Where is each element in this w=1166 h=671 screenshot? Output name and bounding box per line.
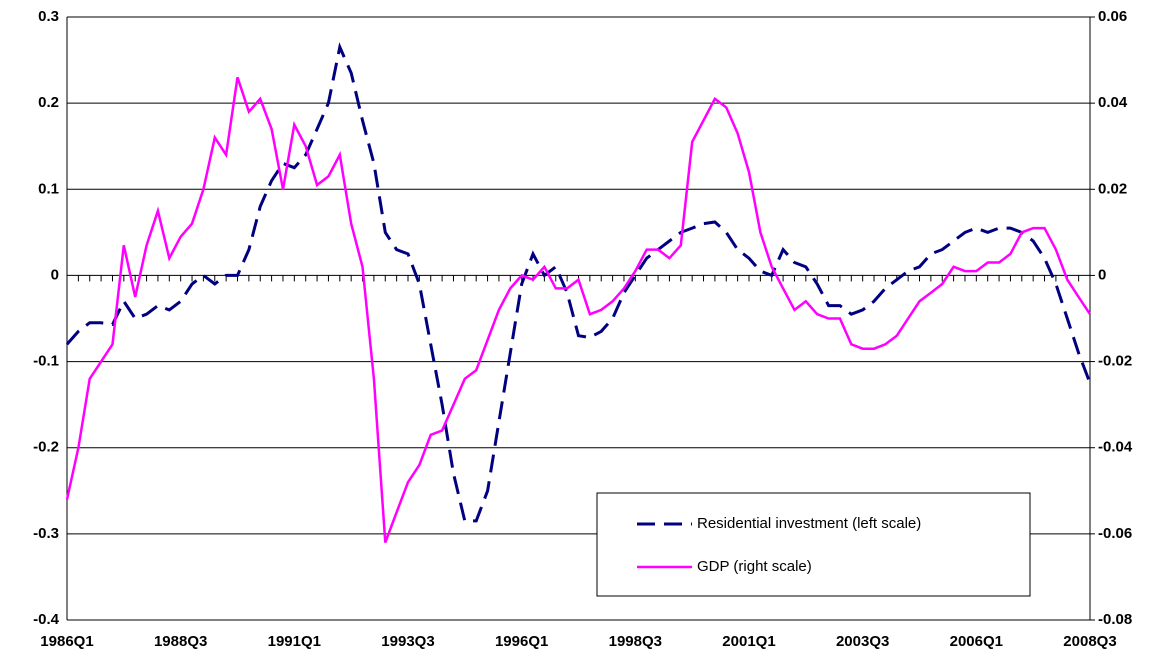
x-tick-label: 1988Q3 [154, 633, 207, 650]
y2-tick-label: 0.04 [1098, 94, 1128, 111]
y2-tick-label: -0.06 [1098, 525, 1132, 542]
x-tick-label: 1993Q3 [381, 633, 434, 650]
legend-label: GDP (right scale) [697, 558, 812, 575]
x-tick-label: 1998Q3 [609, 633, 662, 650]
y2-tick-label: 0 [1098, 266, 1106, 283]
y-tick-label: 0.1 [38, 180, 59, 197]
y2-tick-label: -0.08 [1098, 611, 1132, 628]
y2-tick-label: -0.04 [1098, 439, 1133, 456]
x-tick-label: 2006Q1 [950, 633, 1003, 650]
y-tick-label: 0.2 [38, 94, 59, 111]
x-tick-label: 1996Q1 [495, 633, 548, 650]
x-tick-label: 2008Q3 [1063, 633, 1116, 650]
y2-tick-label: 0.06 [1098, 8, 1127, 25]
y2-tick-label: -0.02 [1098, 353, 1132, 370]
y-tick-label: -0.3 [33, 525, 59, 542]
legend-box [596, 492, 1031, 597]
y2-tick-label: 0.02 [1098, 180, 1127, 197]
x-tick-label: 1986Q1 [40, 633, 93, 650]
x-tick-label: 2001Q1 [722, 633, 775, 650]
y-tick-label: -0.1 [33, 353, 59, 370]
x-tick-label: 2003Q3 [836, 633, 889, 650]
y-tick-label: 0 [51, 266, 59, 283]
series-line [65, 76, 1092, 543]
y-tick-label: 0.3 [38, 8, 59, 25]
series-line [65, 42, 1092, 523]
y-tick-label: -0.2 [33, 439, 59, 456]
y-tick-label: -0.4 [33, 611, 60, 628]
x-tick-label: 1991Q1 [268, 633, 321, 650]
legend-label: Residential investment (left scale) [697, 515, 921, 532]
